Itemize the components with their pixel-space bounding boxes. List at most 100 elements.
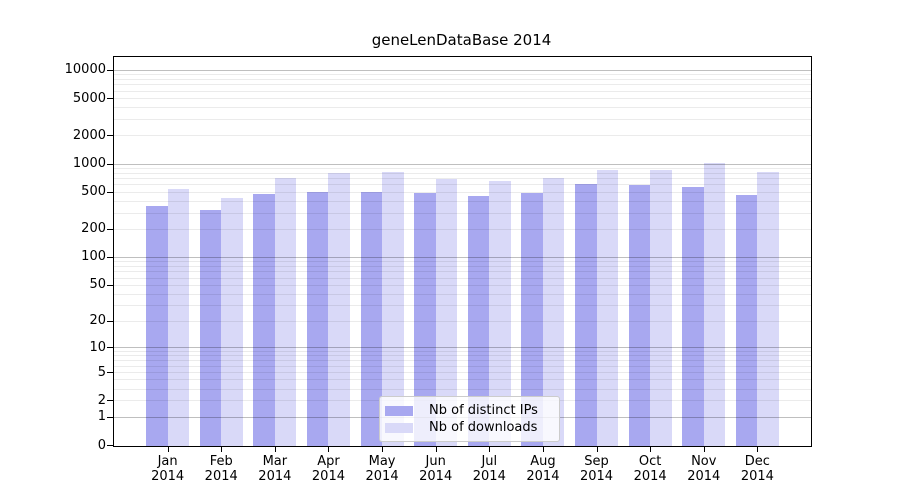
x-tick-aug: [542, 446, 544, 452]
gridline-minor-70: [114, 271, 811, 273]
x-tick-dec: [757, 446, 759, 452]
gridline-minor-8000: [114, 78, 811, 80]
x-tick-label-nov: Nov 2014: [687, 454, 721, 484]
y-tick-label-2000: 2000: [72, 127, 106, 143]
bar-distinct-ips-may: [360, 191, 383, 446]
y-tick-label-5: 5: [97, 364, 106, 380]
x-tick-oct: [650, 446, 652, 452]
bar-distinct-ips-oct: [628, 185, 651, 446]
x-tick-label-feb: Feb 2014: [204, 454, 238, 484]
bar-distinct-ips-aug: [521, 193, 543, 446]
bar-downloads-feb: [221, 198, 243, 446]
legend-item-downloads: Nb of downloads: [385, 419, 551, 436]
gridline-minor-6: [114, 365, 811, 367]
gridline-minor-400: [114, 200, 811, 202]
gridline-minor-200: [114, 228, 811, 230]
x-tick-label-apr: Apr 2014: [311, 454, 345, 484]
bar-downloads-nov: [703, 163, 726, 446]
bar-distinct-ips-nov: [682, 186, 704, 446]
x-tick-may: [382, 446, 384, 452]
x-tick-jun: [435, 446, 437, 452]
gridline-minor-300: [114, 212, 811, 214]
bar-downloads-aug: [542, 177, 565, 446]
x-tick-jul: [489, 446, 491, 452]
gridline-minor-600: [114, 184, 811, 186]
gridline-minor-500: [114, 191, 811, 193]
bar-downloads-may: [382, 172, 404, 446]
x-tick-label-aug: Aug 2014: [526, 454, 560, 484]
bar-distinct-ips-feb: [199, 210, 222, 446]
gridline-minor-80: [114, 265, 811, 267]
gridline-minor-5: [114, 372, 811, 373]
gridline-minor-800: [114, 172, 811, 174]
bar-distinct-ips-jun: [414, 192, 436, 446]
y-tick-label-10000: 10000: [64, 62, 106, 78]
gridline-major-10000: [114, 69, 811, 71]
gridline-minor-2000: [114, 135, 811, 137]
bar-downloads-oct: [650, 169, 672, 446]
y-tick-label-50: 50: [89, 277, 106, 293]
gridline-minor-50: [114, 284, 811, 286]
bar-distinct-ips-jan: [146, 205, 168, 446]
plot-area: 0 1 2 5 10 20 50 100 200 500 1000 2000 5000 10000 Jan 2…: [65, 56, 812, 484]
gridline-minor-5000: [114, 98, 811, 100]
x-tick-label-sep: Sep 2014: [579, 454, 614, 484]
gridline-major-10: [114, 347, 811, 349]
y-tick-1: [107, 416, 114, 418]
x-tick-label-dec: Dec 2014: [740, 454, 774, 484]
gridline-minor-90: [114, 261, 811, 263]
y-tick-label-100: 100: [81, 249, 106, 265]
gridline-minor-700: [114, 178, 811, 180]
gridline-minor-7: [114, 360, 811, 362]
x-tick-feb: [221, 446, 223, 452]
ticks-layer: 0 1 2 5 10 20 50 100 200 500 1000 2000 5000 10000 Jan 2…: [65, 57, 811, 484]
y-tick-5: [107, 372, 114, 373]
x-tick-nov: [703, 446, 705, 452]
gridline-minor-900: [114, 167, 811, 169]
y-tick-5000: [107, 98, 114, 100]
gridline-minor-4000: [114, 107, 811, 109]
bar-downloads-sep: [596, 170, 619, 446]
bar-distinct-ips-jul: [467, 195, 490, 446]
gridline-minor-6000: [114, 90, 811, 92]
bar-downloads-apr: [328, 172, 350, 446]
gridline-minor-4: [114, 379, 811, 381]
y-tick-0: [107, 445, 114, 446]
y-tick-200: [107, 228, 114, 230]
bar-downloads-jan: [167, 189, 190, 446]
bars-layer: [114, 57, 811, 446]
x-tick-jan: [167, 446, 169, 452]
y-tick-10000: [107, 69, 114, 71]
x-tick-label-jan: Jan 2014: [151, 454, 185, 484]
y-tick-label-5000: 5000: [72, 90, 106, 106]
legend-label-distinct-ips: Nb of distinct IPs: [429, 403, 538, 418]
gridline-major-100: [114, 256, 811, 258]
legend-swatch-distinct-ips: [385, 405, 413, 416]
y-tick-label-1: 1: [97, 409, 106, 425]
gridline-minor-9000: [114, 74, 811, 76]
gridline-minor-8: [114, 355, 811, 357]
x-tick-mar: [274, 446, 276, 452]
y-tick-1000: [107, 163, 114, 165]
legend-label-downloads: Nb of downloads: [429, 420, 538, 435]
x-tick-label-may: May 2014: [365, 454, 399, 484]
x-tick-label-oct: Oct 2014: [633, 454, 667, 484]
x-tick-apr: [328, 446, 330, 452]
bar-downloads-jul: [489, 180, 511, 446]
y-tick-500: [107, 191, 114, 193]
x-tick-sep: [596, 446, 598, 452]
grid-layer: [114, 57, 811, 446]
gridline-minor-60: [114, 277, 811, 279]
gridline-minor-3000: [114, 118, 811, 120]
gridline-minor-40: [114, 293, 811, 295]
y-tick-label-500: 500: [81, 184, 106, 200]
y-tick-label-200: 200: [81, 221, 106, 237]
bar-downloads-jun: [435, 179, 458, 446]
y-tick-label-1000: 1000: [72, 156, 106, 172]
bar-downloads-dec: [757, 171, 779, 446]
y-tick-label-10: 10: [89, 339, 106, 355]
x-tick-label-mar: Mar 2014: [258, 454, 292, 484]
bar-distinct-ips-dec: [735, 195, 758, 446]
y-tick-label-0: 0: [97, 437, 106, 453]
y-tick-2000: [107, 135, 114, 137]
